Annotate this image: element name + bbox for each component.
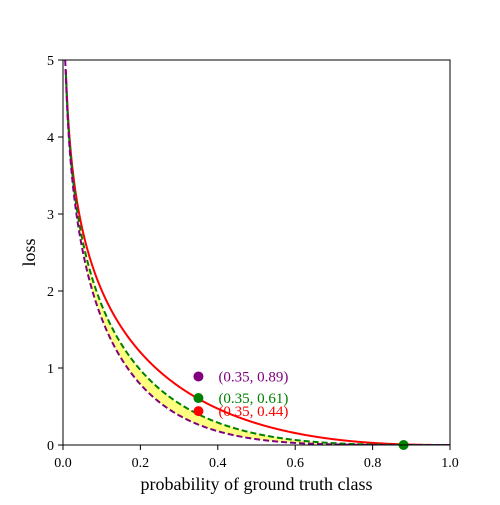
y-tick-label-4: 4 <box>47 131 54 146</box>
shaded-band <box>64 60 450 445</box>
series-line-purple <box>64 60 450 445</box>
point-annotation-2: (0.35, 0.44) <box>218 404 288 420</box>
y-axis-label: loss <box>19 238 39 266</box>
y-tick-label-3: 3 <box>47 208 54 223</box>
text-label-layer: 0.0 0.2 0.4 0.6 0.8 1.0 0 1 2 3 4 5 probability of g… <box>19 54 459 494</box>
data-point-2 <box>193 406 204 417</box>
x-tick-label-2: 0.4 <box>209 456 227 471</box>
x-tick-label-0: 0.0 <box>54 456 72 471</box>
data-point-1 <box>193 393 204 404</box>
point-annotation-1: (0.35, 0.61) <box>218 391 288 407</box>
y-tick-label-2: 2 <box>47 285 54 300</box>
x-tick-label-3: 0.6 <box>286 456 304 471</box>
annotated-point-layer: (0.35, 0.89) (0.35, 0.61)(0.35, 0.44) <box>193 369 409 450</box>
point-annotation-0: (0.35, 0.89) <box>218 369 288 385</box>
plot-frame <box>62 59 451 446</box>
series-line-red <box>64 69 450 445</box>
x-tick-label-1: 0.2 <box>132 456 150 471</box>
y-tick-label-5: 5 <box>47 54 54 69</box>
series-line-green <box>64 72 450 445</box>
x-axis-label: probability of ground truth class <box>141 474 373 494</box>
x-tick-label-4: 0.8 <box>364 456 382 471</box>
x-tick-label-5: 1.0 <box>441 456 459 471</box>
y-tick-label-1: 1 <box>47 362 54 377</box>
series-line-layer <box>64 60 450 445</box>
axes-layer <box>58 59 451 450</box>
data-point-0 <box>193 371 204 382</box>
y-tick-label-0: 0 <box>47 439 54 454</box>
shaded-band-layer <box>64 60 450 445</box>
